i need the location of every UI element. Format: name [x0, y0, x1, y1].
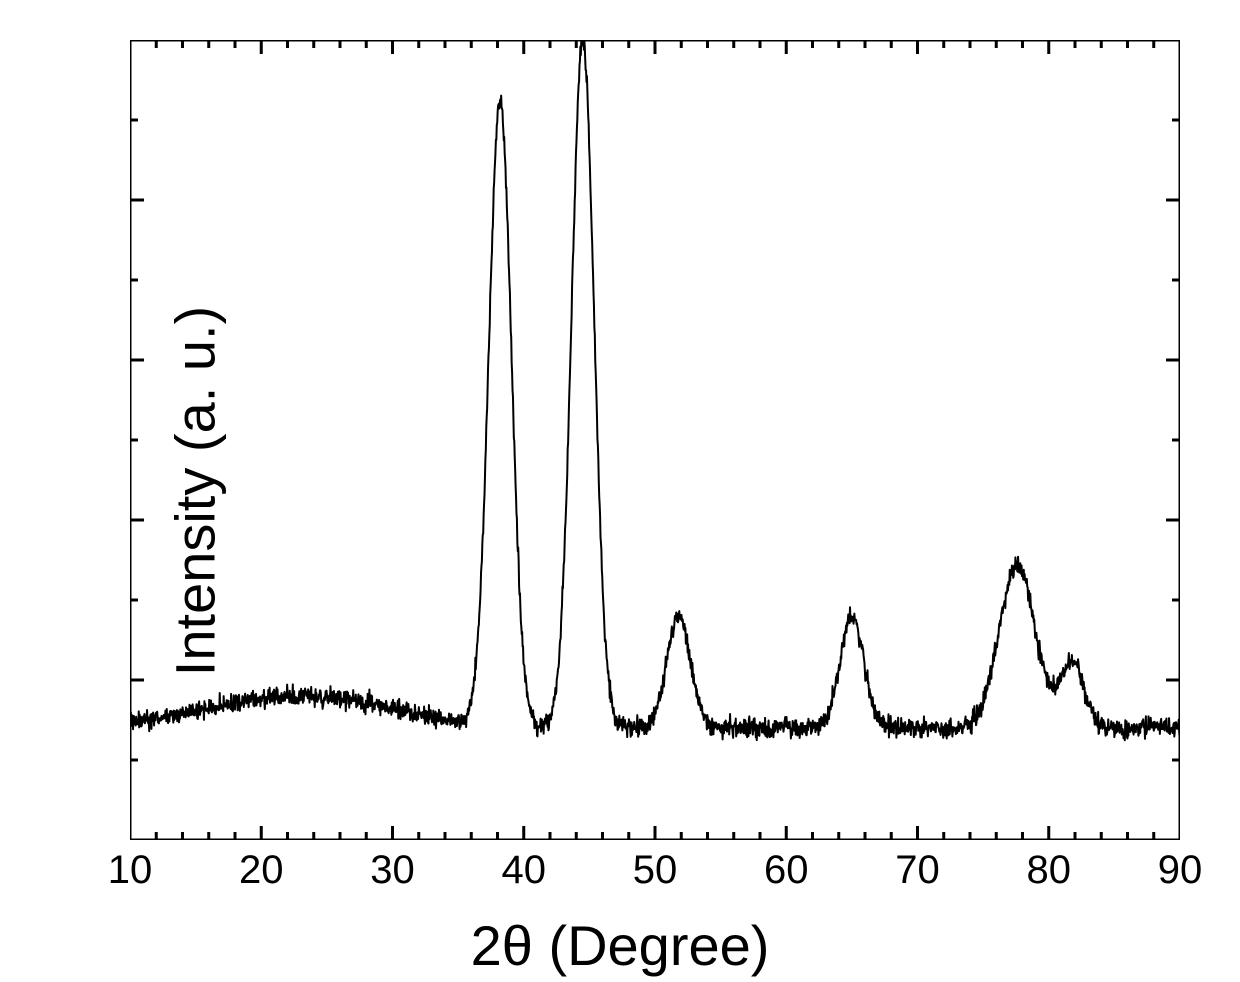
- xrd-chart-container: Intensity (a. u.) 102030405060708090 2θ …: [0, 0, 1240, 982]
- x-tick-label: 90: [1158, 848, 1203, 893]
- x-tick-label: 30: [370, 848, 415, 893]
- x-tick-label: 70: [895, 848, 940, 893]
- x-tick-label: 40: [502, 848, 547, 893]
- x-axis-label: 2θ (Degree): [471, 913, 770, 978]
- plot-svg: [130, 40, 1180, 840]
- x-tick-label: 80: [1027, 848, 1072, 893]
- x-tick-label: 50: [633, 848, 678, 893]
- x-tick-label: 60: [764, 848, 809, 893]
- x-tick-label: 10: [108, 848, 153, 893]
- plot-area: [130, 40, 1180, 840]
- x-tick-label: 20: [239, 848, 284, 893]
